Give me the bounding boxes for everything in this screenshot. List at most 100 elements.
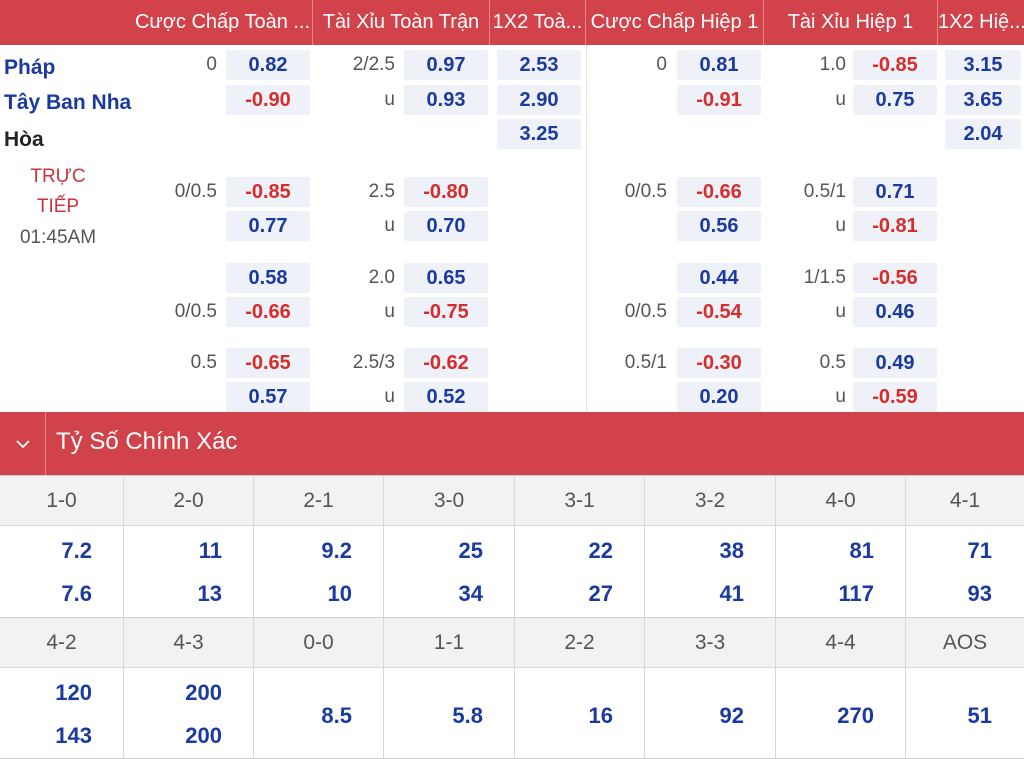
score-odds-value[interactable]: 41 [719,581,744,606]
odds-button[interactable]: -0.66 [226,297,310,327]
score-label: 4-0 [776,476,906,526]
score-odds-value[interactable]: 200 [185,723,222,748]
score-odds-cell[interactable] [0,668,124,759]
score-odds-value[interactable]: 9.2 [321,538,352,563]
score-odds-value[interactable]: 38 [719,538,744,563]
correct-score-bar[interactable]: Tỷ Số Chính Xác [0,412,1024,475]
odds-button[interactable]: 0.82 [226,50,310,80]
header-ft-1x2[interactable]: 1X2 Toà... [490,0,586,45]
score-odds-cell[interactable] [124,668,254,759]
odds-button[interactable]: 3.25 [497,119,581,149]
score-label: 1-0 [0,476,124,526]
score-odds-value[interactable]: 92 [719,703,744,728]
score-odds-cell[interactable] [124,526,254,617]
header-h1-over-under[interactable]: Tài Xỉu Hiệp 1 [764,0,938,45]
score-odds-cell[interactable] [384,526,515,617]
odds-button[interactable]: -0.81 [853,211,937,241]
score-label: 3-2 [645,476,776,526]
line-value: 0 [656,54,667,75]
odds-button[interactable]: -0.30 [677,348,761,378]
odds-button[interactable]: -0.59 [853,382,937,412]
score-odds-cell[interactable] [0,526,124,617]
line-value: 0.5 [190,352,217,373]
odds-button[interactable]: 0.58 [226,263,310,293]
score-odds-cell[interactable] [776,668,906,759]
score-odds-value[interactable]: 11 [198,538,222,563]
score-odds-cell[interactable] [645,526,776,617]
score-odds-value[interactable]: 27 [588,581,613,606]
score-odds-value[interactable]: 270 [837,703,874,728]
score-odds-value[interactable]: 13 [197,581,222,606]
odds-button[interactable]: 0.46 [853,297,937,327]
odds-button[interactable]: -0.85 [853,50,937,80]
score-odds-value[interactable]: 120 [55,680,92,705]
header-h1-handicap[interactable]: Cược Chấp Hiệp 1 [586,0,764,45]
odds-button[interactable]: 3.15 [945,50,1021,80]
odds-button[interactable]: 0.52 [404,382,488,412]
odds-button[interactable]: -0.90 [226,85,310,115]
odds-button[interactable]: 0.44 [677,263,761,293]
score-odds-cell[interactable] [645,668,776,759]
line-value: 1/1.5 [803,267,846,288]
score-odds-value[interactable]: 143 [55,723,92,748]
score-odds-value[interactable]: 81 [849,538,874,563]
score-odds-value[interactable]: 34 [458,581,483,606]
odds-button[interactable]: 0.56 [677,211,761,241]
odds-button[interactable]: 0.97 [404,50,488,80]
odds-button[interactable]: 0.65 [404,263,488,293]
odds-button[interactable]: 0.93 [404,85,488,115]
score-odds-value[interactable]: 71 [967,538,992,563]
line-value: u [835,215,846,236]
odds-button[interactable]: 2.90 [497,85,581,115]
odds-button[interactable]: 0.70 [404,211,488,241]
odds-button[interactable]: 0.49 [853,348,937,378]
score-odds-cell[interactable] [254,668,384,759]
odds-button[interactable]: -0.75 [404,297,488,327]
odds-button[interactable]: 0.77 [226,211,310,241]
score-odds-value[interactable]: 25 [458,538,483,563]
header-ft-over-under[interactable]: Tài Xỉu Toàn Trận [313,0,490,45]
odds-button[interactable]: 0.71 [853,177,937,207]
score-odds-value[interactable]: 93 [967,581,992,606]
header-ft-handicap[interactable]: Cược Chấp Toàn ... [133,0,313,45]
score-odds-value[interactable]: 8.5 [321,703,352,728]
line-value: 0/0.5 [624,181,667,202]
score-odds-cell[interactable] [384,668,515,759]
grid-divider [0,617,1024,618]
score-odds-cell[interactable] [776,526,906,617]
odds-button[interactable]: -0.54 [677,297,761,327]
odds-button[interactable]: 0.75 [853,85,937,115]
odds-button[interactable]: -0.65 [226,348,310,378]
score-odds-value[interactable]: 117 [838,581,875,606]
odds-button[interactable]: 3.65 [945,85,1021,115]
line-value: 0.5 [819,352,846,373]
odds-button[interactable]: 0.20 [677,382,761,412]
line-value: 2.5/3 [352,352,395,373]
odds-button[interactable]: -0.62 [404,348,488,378]
score-odds-value[interactable]: 200 [185,680,222,705]
odds-button[interactable]: 2.53 [497,50,581,80]
score-odds-value[interactable]: 16 [588,703,613,728]
odds-button[interactable]: -0.91 [677,85,761,115]
odds-button[interactable]: 0.57 [226,382,310,412]
odds-button[interactable]: -0.66 [677,177,761,207]
score-odds-value[interactable]: 7.6 [61,581,92,606]
line-value: 0/0.5 [624,301,667,322]
score-odds-value[interactable]: 7.2 [61,538,92,563]
chevron-down-icon[interactable] [0,412,46,475]
half-divider [586,45,587,412]
score-odds-value[interactable]: 5.8 [452,703,483,728]
score-odds-cell[interactable] [515,526,645,617]
team-home: Pháp [4,56,56,79]
odds-button[interactable]: 0.81 [677,50,761,80]
score-odds-value[interactable]: 22 [588,538,613,563]
header-h1-1x2[interactable]: 1X2 Hiệ... [938,11,1024,33]
odds-button[interactable]: -0.56 [853,263,937,293]
score-odds-cell[interactable] [515,668,645,759]
odds-button[interactable]: -0.85 [226,177,310,207]
score-odds-value[interactable]: 10 [327,581,352,606]
odds-button[interactable]: -0.80 [404,177,488,207]
score-odds-cell[interactable] [254,526,384,617]
score-odds-value[interactable]: 51 [967,703,992,728]
odds-button[interactable]: 2.04 [945,119,1021,149]
